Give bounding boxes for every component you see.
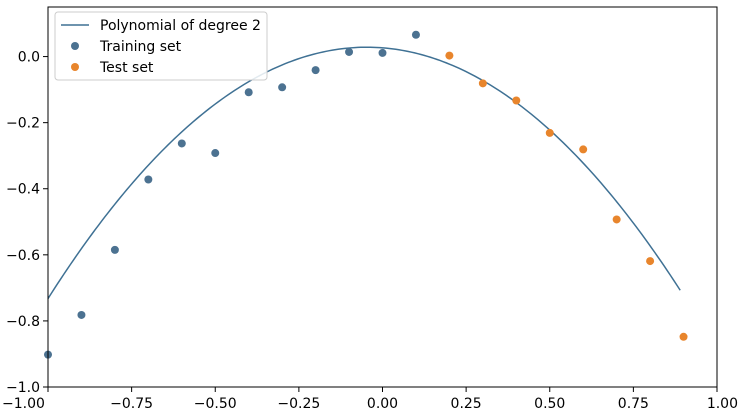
test-point	[679, 332, 688, 341]
y-tick-label: −1.0	[6, 380, 40, 396]
x-tick-label: 1.00	[707, 396, 738, 412]
x-tick-label: 0.50	[534, 396, 565, 412]
test-point	[646, 257, 655, 266]
test-point	[478, 79, 487, 88]
training-point	[110, 245, 119, 254]
legend-test-marker	[71, 63, 79, 71]
training-point	[144, 175, 153, 184]
axes-frame	[47, 6, 718, 388]
x-tick-label: −0.75	[110, 396, 153, 412]
y-tick-label: −0.8	[6, 314, 40, 330]
x-tick-label: −0.50	[194, 396, 237, 412]
training-point	[411, 30, 420, 39]
x-axis-ticks: −1.00 −0.75 −0.50 −0.25 0.00 0.25 0.50 0.75 1.00	[2, 387, 738, 412]
x-tick-label: 0.75	[618, 396, 649, 412]
y-tick-label: −0.2	[6, 116, 40, 132]
training-point	[244, 88, 253, 97]
test-point	[445, 51, 454, 60]
y-tick-label: 0.0	[18, 50, 40, 66]
x-tick-label: 0.25	[451, 396, 482, 412]
legend-label-polynomial: Polynomial of degree 2	[100, 18, 261, 34]
training-point	[345, 47, 354, 56]
legend-label-test: Test set	[99, 60, 154, 76]
y-tick-label: −0.4	[6, 182, 40, 198]
x-tick-label: −0.25	[277, 396, 320, 412]
test-point	[545, 128, 554, 137]
polynomial-fit-line	[47, 46, 681, 299]
legend-training-marker	[71, 42, 79, 50]
test-point	[512, 96, 521, 105]
training-point	[177, 139, 186, 148]
training-point	[311, 66, 320, 75]
test-point	[579, 145, 588, 154]
legend-label-training: Training set	[99, 39, 182, 55]
training-point	[378, 48, 387, 57]
x-tick-label: 0.00	[367, 396, 398, 412]
data-points	[44, 30, 688, 359]
training-point	[77, 310, 86, 319]
y-tick-label: −0.6	[6, 248, 40, 264]
plot-area	[44, 30, 688, 359]
test-point	[612, 215, 621, 224]
y-axis-ticks: −1.0 −0.8 −0.6 −0.4 −0.2 0.0	[6, 50, 48, 396]
training-point	[278, 83, 287, 92]
x-tick-label: −1.00	[2, 396, 45, 412]
legend: Polynomial of degree 2 Training set Test…	[54, 11, 268, 81]
training-point	[211, 149, 220, 158]
legend-box	[54, 11, 268, 81]
